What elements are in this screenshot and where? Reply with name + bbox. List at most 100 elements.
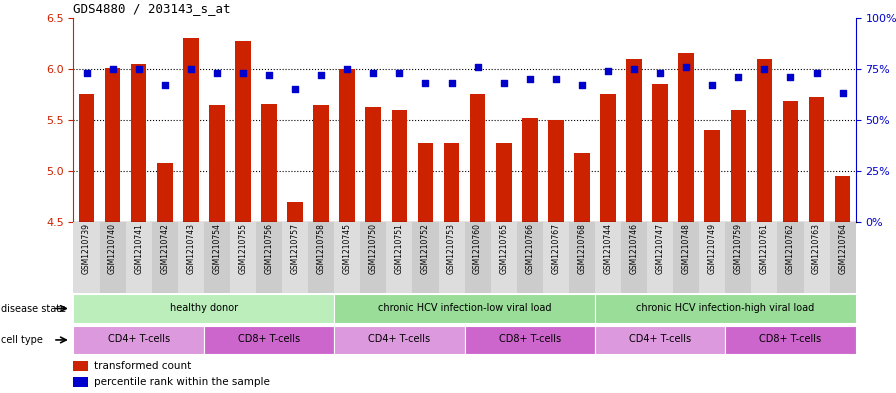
Text: CD4+ T-cells: CD4+ T-cells xyxy=(108,334,169,344)
Bar xyxy=(418,143,434,222)
Point xyxy=(835,90,849,96)
Bar xyxy=(334,294,595,323)
Text: GSM1210752: GSM1210752 xyxy=(421,224,430,274)
Text: disease state: disease state xyxy=(1,303,66,314)
Bar xyxy=(595,222,621,293)
Bar xyxy=(726,222,752,293)
Bar xyxy=(569,222,595,293)
Bar xyxy=(412,222,438,293)
Text: CD8+ T-cells: CD8+ T-cells xyxy=(499,334,561,344)
Text: healthy donor: healthy donor xyxy=(169,303,238,313)
Bar xyxy=(204,326,334,354)
Text: GSM1210745: GSM1210745 xyxy=(343,224,352,274)
Point xyxy=(366,70,381,76)
Text: CD4+ T-cells: CD4+ T-cells xyxy=(629,334,691,344)
Bar xyxy=(334,326,464,354)
Bar xyxy=(517,222,543,293)
Point xyxy=(574,82,589,88)
Text: GSM1210743: GSM1210743 xyxy=(186,224,195,274)
Text: GSM1210756: GSM1210756 xyxy=(264,224,273,274)
Bar xyxy=(699,222,726,293)
Text: GSM1210741: GSM1210741 xyxy=(134,224,143,274)
Bar xyxy=(804,222,830,293)
Text: GSM1210766: GSM1210766 xyxy=(525,224,534,274)
Bar xyxy=(491,222,517,293)
Bar xyxy=(73,222,99,293)
Text: GSM1210755: GSM1210755 xyxy=(238,224,247,274)
Bar xyxy=(783,101,798,222)
Text: GSM1210768: GSM1210768 xyxy=(577,224,586,274)
Text: GSM1210765: GSM1210765 xyxy=(499,224,508,274)
Text: chronic HCV infection-high viral load: chronic HCV infection-high viral load xyxy=(636,303,814,313)
Bar xyxy=(752,222,778,293)
Bar xyxy=(262,103,277,222)
Bar xyxy=(314,105,329,222)
Bar xyxy=(830,222,856,293)
Bar xyxy=(673,222,699,293)
Bar xyxy=(204,222,230,293)
Bar xyxy=(73,326,204,354)
Point xyxy=(184,66,198,72)
Point xyxy=(470,64,485,70)
Text: cell type: cell type xyxy=(1,335,43,345)
Bar xyxy=(470,94,486,222)
Bar xyxy=(183,38,199,222)
Bar xyxy=(99,222,125,293)
Text: GSM1210763: GSM1210763 xyxy=(812,224,821,274)
Text: transformed count: transformed count xyxy=(93,361,191,371)
Bar xyxy=(386,222,412,293)
Point xyxy=(496,80,511,86)
Text: GSM1210754: GSM1210754 xyxy=(212,224,221,274)
Point xyxy=(392,70,407,76)
Point xyxy=(522,76,537,82)
Point xyxy=(158,82,172,88)
Point xyxy=(705,82,719,88)
Bar xyxy=(125,222,151,293)
Point xyxy=(210,70,224,76)
Bar xyxy=(256,222,282,293)
Text: percentile rank within the sample: percentile rank within the sample xyxy=(93,377,270,387)
Text: GSM1210762: GSM1210762 xyxy=(786,224,795,274)
Bar xyxy=(151,222,177,293)
Bar xyxy=(209,105,225,222)
Bar xyxy=(652,84,668,222)
Text: GSM1210742: GSM1210742 xyxy=(160,224,169,274)
Text: GSM1210739: GSM1210739 xyxy=(82,224,91,274)
Bar xyxy=(464,326,595,354)
Text: GSM1210749: GSM1210749 xyxy=(708,224,717,274)
Text: CD8+ T-cells: CD8+ T-cells xyxy=(238,334,300,344)
Bar xyxy=(157,163,173,222)
Bar xyxy=(595,294,856,323)
Bar xyxy=(730,110,746,222)
Bar xyxy=(308,222,334,293)
Text: GSM1210744: GSM1210744 xyxy=(604,224,613,274)
Text: GSM1210750: GSM1210750 xyxy=(369,224,378,274)
Bar xyxy=(444,143,460,222)
Text: GSM1210759: GSM1210759 xyxy=(734,224,743,274)
Text: GSM1210761: GSM1210761 xyxy=(760,224,769,274)
Bar xyxy=(73,294,334,323)
Point xyxy=(679,64,694,70)
Text: GSM1210751: GSM1210751 xyxy=(395,224,404,274)
Bar xyxy=(334,222,360,293)
Bar xyxy=(464,222,491,293)
Bar xyxy=(647,222,673,293)
Point xyxy=(809,70,823,76)
Bar xyxy=(79,94,94,222)
Text: GSM1210746: GSM1210746 xyxy=(630,224,639,274)
Point xyxy=(627,66,642,72)
Bar xyxy=(438,222,464,293)
Point xyxy=(106,66,120,72)
Point xyxy=(418,80,433,86)
Text: CD4+ T-cells: CD4+ T-cells xyxy=(368,334,430,344)
Text: GDS4880 / 203143_s_at: GDS4880 / 203143_s_at xyxy=(73,2,231,15)
Text: chronic HCV infection-low viral load: chronic HCV infection-low viral load xyxy=(378,303,551,313)
Bar xyxy=(756,59,772,222)
Bar xyxy=(835,176,850,222)
Bar xyxy=(574,152,590,222)
Text: GSM1210760: GSM1210760 xyxy=(473,224,482,274)
Point xyxy=(653,70,668,76)
Bar xyxy=(522,118,538,222)
Point xyxy=(783,74,797,80)
Point xyxy=(314,72,328,78)
